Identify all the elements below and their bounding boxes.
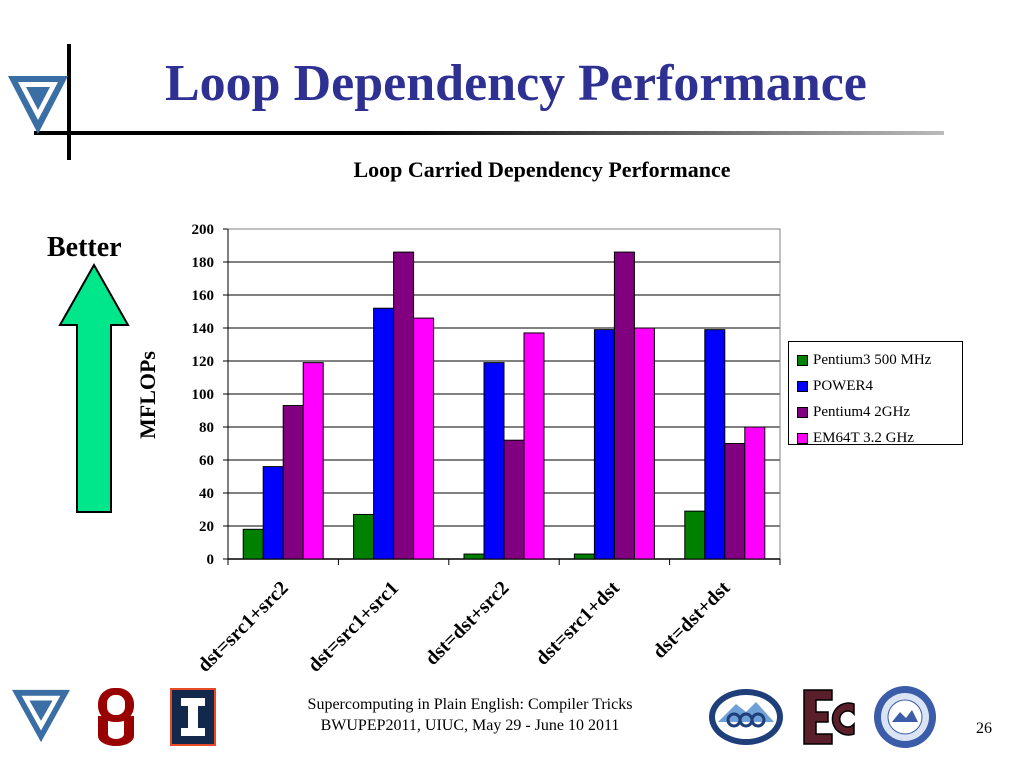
bar	[282, 405, 304, 560]
x-tick-label: dst=src1+src1	[304, 577, 404, 677]
y-tick-label: 80	[199, 420, 214, 436]
ccc-logo	[709, 689, 783, 745]
footer-text: Supercomputing in Plain English: Compile…	[240, 694, 700, 736]
title-horizontal-rule	[34, 131, 944, 135]
better-label: Better	[47, 232, 122, 263]
bar	[744, 426, 766, 560]
bar	[633, 327, 655, 560]
x-tick-label: dst=dst+dst	[648, 577, 734, 663]
legend-label: EM64T 3.2 GHz	[813, 429, 914, 446]
legend-swatch	[797, 432, 808, 444]
oscer-logo	[12, 689, 70, 743]
bar	[413, 317, 435, 560]
y-tick-label: 60	[199, 453, 214, 469]
legend-label: Pentium3 500 MHz	[813, 351, 932, 368]
oscer-logo	[8, 76, 68, 134]
y-tick-label: 0	[207, 552, 215, 568]
legend-swatch	[797, 354, 808, 366]
x-tick-label: dst=src1+src2	[193, 577, 293, 677]
bar	[573, 553, 595, 560]
y-tick-label: 20	[199, 519, 214, 535]
illinois-logo	[170, 688, 216, 746]
x-tick-label: dst=src1+dst	[531, 577, 624, 670]
ou-logo	[98, 688, 134, 746]
y-tick-label: 140	[192, 321, 215, 337]
bar	[353, 513, 375, 560]
bar	[523, 332, 545, 560]
legend-item: EM64T 3.2 GHz	[797, 425, 962, 451]
legend-swatch	[797, 406, 808, 418]
y-tick-label: 120	[192, 354, 215, 370]
legend-label: POWER4	[813, 377, 873, 394]
slide-title: Loop Dependency Performance	[165, 55, 867, 112]
footer-line: BWUPEP2011, UIUC, May 29 - June 10 2011	[320, 717, 620, 734]
legend-item: Pentium3 500 MHz	[797, 347, 962, 373]
y-tick-label: 180	[192, 255, 215, 271]
university-seal-logo	[874, 686, 936, 748]
y-tick-label: 40	[199, 486, 214, 502]
bar	[302, 362, 324, 560]
bar	[483, 362, 505, 560]
legend-label: Pentium4 2GHz	[813, 403, 911, 420]
y-tick-label: 100	[192, 387, 215, 403]
bar	[242, 528, 264, 560]
bar	[463, 553, 485, 560]
page-number: 26	[976, 720, 992, 737]
bar	[373, 307, 395, 560]
bar	[613, 251, 635, 560]
y-tick-label: 200	[192, 222, 215, 238]
better-arrow-icon	[58, 263, 130, 513]
bar	[393, 251, 415, 560]
bar	[593, 329, 615, 560]
bar	[684, 510, 706, 560]
chart-legend: Pentium3 500 MHz POWER4 Pentium4 2GHz EM…	[788, 341, 963, 446]
chart-title: Loop Carried Dependency Performance	[353, 157, 731, 182]
bar	[724, 443, 746, 560]
bar	[262, 466, 284, 560]
bar	[704, 329, 726, 560]
legend-item: Pentium4 2GHz	[797, 399, 962, 425]
y-tick-label: 160	[192, 288, 215, 304]
ec-logo	[803, 689, 855, 745]
x-tick-label: dst=dst+src2	[421, 577, 514, 670]
legend-item: POWER4	[797, 373, 962, 399]
title-vertical-rule	[67, 44, 71, 160]
bar	[503, 439, 525, 560]
footer-line: Supercomputing in Plain English: Compile…	[307, 696, 633, 713]
legend-swatch	[797, 380, 808, 392]
